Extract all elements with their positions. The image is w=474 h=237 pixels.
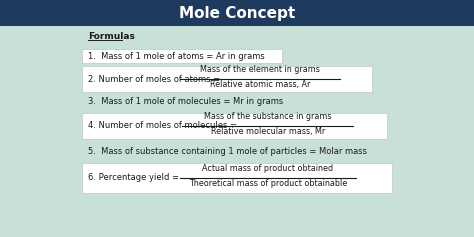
FancyBboxPatch shape [82, 49, 282, 63]
Text: Mass of the element in grams: Mass of the element in grams [200, 65, 320, 74]
FancyBboxPatch shape [0, 0, 474, 26]
Text: 1.  Mass of 1 mole of atoms = Ar in grams: 1. Mass of 1 mole of atoms = Ar in grams [88, 51, 265, 60]
FancyBboxPatch shape [82, 66, 372, 92]
Text: 6. Percentage yield =: 6. Percentage yield = [88, 173, 182, 182]
Text: Relative atomic mass, Ar: Relative atomic mass, Ar [210, 80, 310, 89]
Text: 2. Number of moles of atoms =: 2. Number of moles of atoms = [88, 74, 223, 83]
Text: Mass of the substance in grams: Mass of the substance in grams [204, 112, 332, 121]
Text: Relative molecular mass, Mr: Relative molecular mass, Mr [211, 127, 325, 136]
Text: 5.  Mass of substance containing 1 mole of particles = Molar mass: 5. Mass of substance containing 1 mole o… [88, 146, 367, 155]
Text: Theoretical mass of product obtainable: Theoretical mass of product obtainable [189, 179, 347, 188]
Text: Mole Concept: Mole Concept [179, 5, 295, 20]
Text: Formulas: Formulas [88, 32, 135, 41]
FancyBboxPatch shape [82, 113, 387, 139]
Text: 4. Number of moles of molecules =: 4. Number of moles of molecules = [88, 122, 240, 131]
FancyBboxPatch shape [82, 163, 392, 193]
Text: Actual mass of product obtained: Actual mass of product obtained [202, 164, 334, 173]
Text: 3.  Mass of 1 mole of molecules = Mr in grams: 3. Mass of 1 mole of molecules = Mr in g… [88, 97, 283, 106]
